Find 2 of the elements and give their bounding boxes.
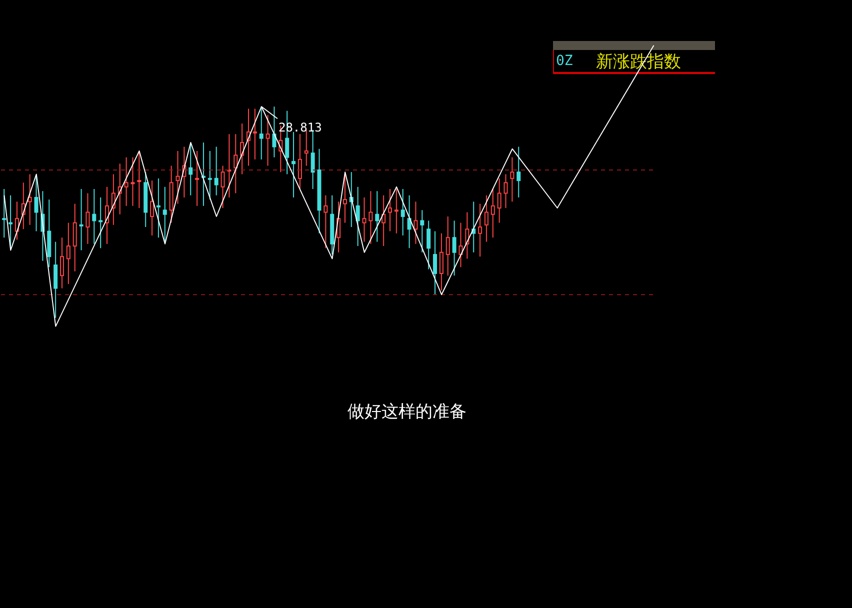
text: 做好这样的准备 bbox=[346, 401, 468, 423]
text: 0Z bbox=[556, 53, 574, 69]
